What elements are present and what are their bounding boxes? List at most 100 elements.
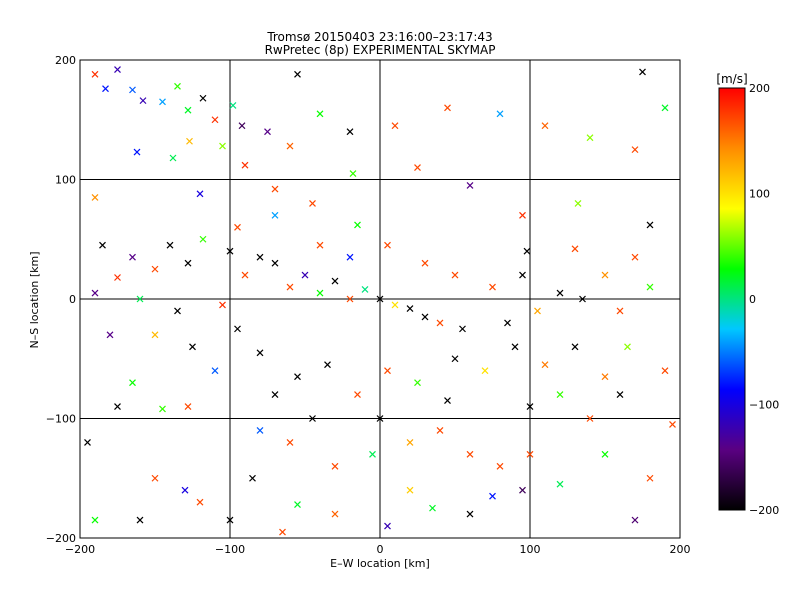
data-point-x-marker [166,241,174,249]
data-point-x-marker [256,427,264,434]
marker-stroke [496,110,504,118]
data-point-x-marker [174,82,181,90]
marker-stroke [294,70,301,78]
data-point-x-marker [624,343,631,351]
marker-stroke [421,313,429,321]
marker-stroke [271,211,279,219]
data-point-x-marker [199,94,207,102]
data-point-x-marker [309,415,316,422]
marker-stroke [189,343,196,351]
data-point-x-marker [136,295,144,303]
data-point-x-marker [661,367,669,375]
marker-stroke [406,486,414,494]
data-point-x-marker [151,474,159,482]
colorbar-tick-label: −200 [749,504,779,517]
x-axis-ticks: −200 −100 0 100 200 [65,543,691,556]
data-point-x-marker [309,199,316,207]
marker-stroke [639,68,646,76]
marker-stroke [181,486,189,494]
y-tick-label: 0 [69,293,76,306]
data-point-x-marker [294,70,301,78]
marker-stroke [571,343,579,351]
marker-stroke [526,403,534,410]
data-point-x-marker [184,106,192,114]
marker-stroke [159,98,166,106]
marker-stroke [186,137,193,145]
marker-stroke [271,259,279,267]
data-point-x-marker [526,450,534,458]
data-point-x-marker [114,66,121,73]
marker-stroke [669,421,676,428]
data-point-x-marker [264,128,271,136]
marker-stroke [579,295,586,303]
marker-stroke [391,122,399,130]
data-point-x-marker [349,170,357,177]
marker-stroke [169,154,177,162]
data-point-x-marker [361,286,369,293]
marker-stroke [511,343,519,351]
data-point-x-marker [234,223,241,231]
marker-stroke [241,161,249,169]
data-point-x-marker [234,325,241,333]
data-point-x-marker [586,134,594,142]
marker-stroke [346,253,354,261]
data-point-x-marker [346,128,354,136]
data-point-x-marker [669,421,676,428]
data-point-x-marker [199,235,207,243]
marker-stroke [414,164,421,171]
data-point-x-marker [241,161,249,169]
data-point-x-marker [534,307,541,315]
marker-stroke [436,319,444,327]
data-point-x-marker [616,391,624,399]
data-point-x-marker [249,474,256,482]
marker-stroke [489,283,496,291]
data-point-x-marker [151,331,159,339]
marker-stroke [384,241,391,249]
data-point-x-marker [376,415,384,422]
data-point-x-marker [226,247,234,255]
data-point-x-marker [489,492,496,500]
marker-stroke [523,247,531,255]
data-point-x-marker [279,528,286,536]
data-point-x-marker [631,146,639,154]
marker-stroke [129,379,136,387]
data-point-x-marker [519,271,526,279]
marker-stroke [114,66,121,73]
marker-stroke [196,498,204,506]
data-point-x-marker [196,498,204,506]
data-point-x-marker [271,211,279,219]
marker-stroke [631,253,639,261]
marker-stroke [331,462,339,470]
data-points [84,66,676,536]
data-point-x-marker [129,253,136,261]
data-point-x-marker [496,462,504,470]
marker-stroke [631,146,639,154]
x-axis-label: E–W location [km] [330,557,430,570]
marker-stroke [586,134,594,142]
data-point-x-marker [211,367,219,375]
data-point-x-marker [241,271,249,279]
marker-stroke [391,301,399,309]
marker-stroke [346,295,354,303]
marker-stroke [99,241,106,249]
marker-stroke [91,289,99,297]
marker-stroke [136,295,144,303]
data-point-x-marker [211,116,219,124]
marker-stroke [601,271,609,279]
colorbar: [m/s] 200 100 0 −100 −200 [716,72,779,517]
data-point-x-marker [354,221,361,229]
data-point-x-marker [114,274,121,281]
data-point-x-marker [181,486,189,494]
y-axis-ticks: −200 −100 0 100 200 [46,54,76,545]
marker-stroke [646,221,654,229]
marker-stroke [519,211,526,219]
marker-stroke [264,128,271,136]
marker-stroke [519,271,526,279]
data-point-x-marker [91,194,99,201]
data-point-x-marker [466,510,474,518]
data-point-x-marker [661,104,669,112]
data-point-x-marker [444,104,451,112]
data-point-x-marker [639,68,646,76]
data-point-x-marker [151,265,159,273]
